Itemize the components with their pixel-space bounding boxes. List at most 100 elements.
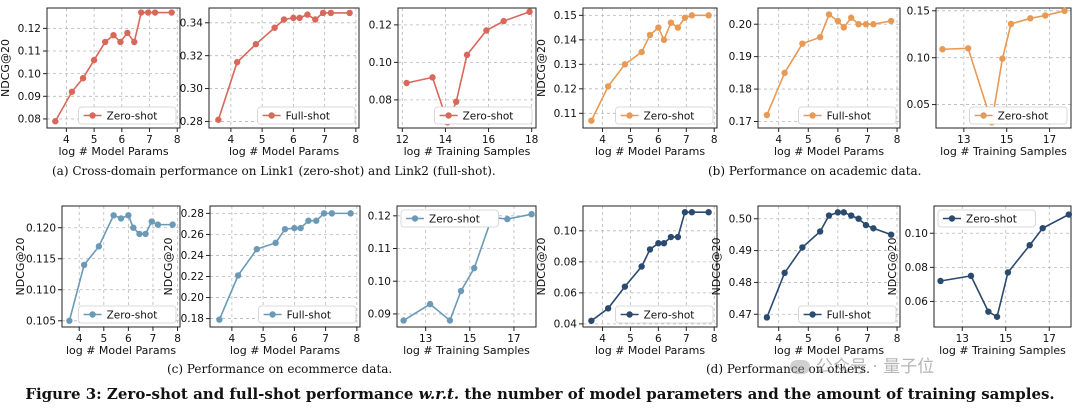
- x-tick-label: 6: [655, 134, 662, 146]
- data-point: [291, 224, 298, 232]
- data-point: [825, 212, 833, 219]
- data-point: [313, 217, 320, 224]
- y-tick-label: 0.14: [554, 34, 578, 46]
- y-tick-label: 0.05: [907, 99, 930, 111]
- legend: Zero-shot: [78, 305, 177, 324]
- plot-frame: [209, 205, 361, 328]
- data-point: [319, 9, 327, 17]
- data-point: [500, 17, 507, 25]
- data-point: [131, 38, 138, 46]
- y-axis-label: NDCG@20: [0, 39, 12, 97]
- data-point: [887, 231, 895, 238]
- x-axis-label: log # Model Params: [229, 145, 339, 158]
- data-point: [80, 261, 88, 269]
- data-point: [234, 272, 242, 279]
- series-line: [590, 14, 709, 122]
- data-point: [870, 21, 877, 28]
- data-point: [138, 9, 145, 16]
- x-axis-label: log # Training Samples: [940, 145, 1067, 158]
- caption-a: (a) Cross-domain performance on Link1 (z…: [52, 164, 496, 178]
- y-tick-label: 0.17: [729, 116, 752, 128]
- data-point: [1027, 15, 1034, 22]
- y-tick-label: 0.48: [729, 277, 752, 289]
- data-point: [847, 14, 855, 21]
- data-point: [937, 277, 944, 285]
- panel-d3: 13 15 17 0.06 0.08 0.10 log # Training Samples…: [886, 205, 1073, 357]
- x-axis-label: log # Model Params: [774, 145, 884, 158]
- legend-label: Full-shot: [287, 309, 331, 321]
- legend-label: Zero-shot: [107, 309, 158, 321]
- y-tick-label: 0.11: [554, 108, 577, 120]
- y-tick-label: 0.15: [554, 10, 577, 22]
- legend-marker: [626, 112, 633, 119]
- caption-b: (b) Performance on academic data.: [708, 164, 922, 178]
- caption-c: (c) Performance on ecommerce data.: [167, 362, 393, 376]
- x-tick-label: 5: [259, 134, 266, 146]
- x-tick-label: 7: [150, 333, 157, 345]
- data-point: [136, 230, 143, 238]
- legend: Zero-shot: [434, 106, 533, 125]
- legend-label: Zero-shot: [463, 110, 514, 122]
- x-tick-label: 18: [525, 134, 538, 146]
- data-point: [816, 228, 824, 235]
- data-point: [144, 9, 152, 16]
- data-point: [457, 287, 465, 295]
- legend-marker: [89, 112, 96, 119]
- data-point: [799, 244, 806, 251]
- x-axis-label: log # Model Params: [595, 344, 705, 357]
- y-tick-label: 0.47: [729, 309, 752, 321]
- data-point: [296, 14, 303, 22]
- data-point: [638, 263, 645, 270]
- data-point: [233, 59, 241, 66]
- panel-c1: 4 5 6 7 8 0.105 0.110 0.115 0.120 log # Model Par…: [14, 205, 181, 357]
- data-point: [999, 55, 1006, 62]
- data-point: [52, 118, 59, 125]
- data-point: [1039, 224, 1046, 232]
- y-tick-label: 0.19: [729, 51, 752, 63]
- y-tick-label: 0.10: [554, 225, 577, 237]
- data-point: [840, 24, 847, 31]
- x-tick-label: 6: [655, 333, 662, 345]
- x-tick-label: 8: [894, 333, 901, 345]
- series-line: [403, 213, 532, 322]
- data-point: [142, 230, 149, 238]
- wechat-icon: [790, 360, 810, 374]
- data-point: [655, 240, 662, 247]
- data-point: [252, 40, 260, 48]
- data-point: [304, 11, 311, 18]
- legend-marker: [269, 311, 276, 318]
- legend-box: [969, 106, 1068, 125]
- data-point: [674, 24, 682, 31]
- figure-caption-italic: w.r.t.: [418, 385, 460, 403]
- watermark: 公众号 · 量子位: [790, 352, 934, 377]
- panel-b3: 13 15 17 0.05 0.10 0.15 log # Training Samples…: [907, 5, 1072, 158]
- x-tick-label: 13: [956, 333, 969, 345]
- data-point: [305, 217, 312, 224]
- plot-frame: [397, 7, 537, 129]
- legend-marker: [89, 311, 96, 318]
- data-point: [463, 51, 471, 59]
- data-point: [834, 17, 842, 25]
- x-tick-label: 17: [507, 333, 520, 345]
- x-axis-label: log # Training Samples: [939, 344, 1066, 357]
- data-point: [320, 210, 328, 217]
- legend: Zero-shot: [615, 305, 714, 324]
- y-axis-label: NDCG@20: [535, 238, 548, 296]
- x-tick-label: 7: [683, 333, 690, 345]
- x-tick-label: 6: [290, 134, 297, 146]
- y-tick-label: 0.12: [554, 83, 577, 95]
- x-tick-label: 4: [775, 134, 782, 146]
- data-point: [168, 9, 175, 16]
- y-tick-label: 0.49: [729, 245, 752, 257]
- y-tick-label: 0.09: [18, 91, 41, 103]
- x-tick-label: 13: [957, 134, 970, 146]
- data-point: [870, 225, 877, 232]
- data-point: [453, 98, 460, 105]
- x-tick-label: 4: [228, 134, 235, 146]
- data-point: [604, 305, 612, 312]
- x-tick-label: 5: [805, 134, 812, 146]
- figure-caption-prefix: Figure 3: Zero-shot and full-shot perfor…: [25, 385, 419, 403]
- legend-label: Zero-shot: [966, 213, 1017, 225]
- plot-frame: [933, 205, 1072, 328]
